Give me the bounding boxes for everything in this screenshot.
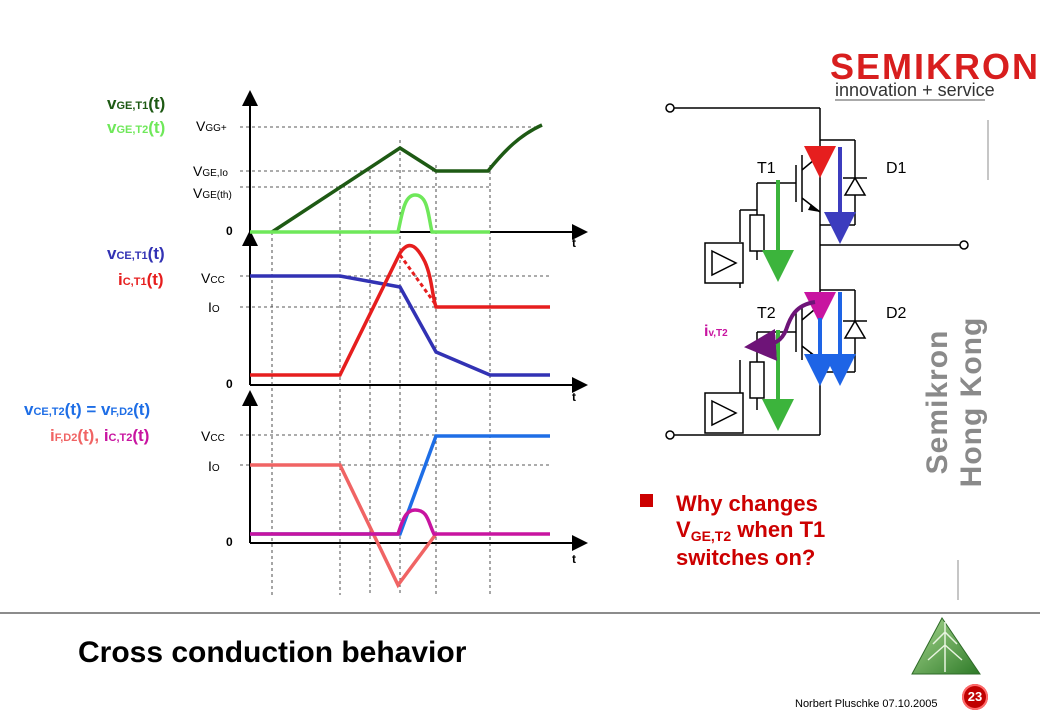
trace-if-d2 (250, 463, 438, 589)
label-t1: T1 (757, 160, 776, 177)
logo-tagline: innovation + service (835, 80, 995, 100)
trace-vce-t1 (250, 274, 550, 377)
guide-lines (240, 126, 550, 595)
trace-ic-t1-dotted (398, 254, 438, 306)
side-brand: Semikron Hong Kong (921, 316, 988, 488)
bullet-marker (640, 494, 653, 507)
gate-resistor-t2 (749, 361, 765, 399)
panel3-label-line2: iF,D2(t), iC,T2(t) (50, 426, 150, 445)
waveform-axes (242, 90, 588, 551)
panel2-axis-t: t (572, 390, 576, 404)
gate-driver-t1 (704, 242, 744, 284)
trace-vge-t1 (271, 123, 543, 234)
question-line-1: Why changes (676, 491, 818, 516)
trace-vge-t2 (250, 193, 490, 234)
bullet-question: Why changes VGE,T2 when T1 switches on? (676, 491, 825, 571)
panel2-label-vce-t1: vCE,T1(t) (107, 244, 165, 263)
panel2-zero: 0 (226, 377, 233, 391)
panel1-zero: 0 (226, 224, 233, 238)
trace-ic-t1 (250, 243, 550, 377)
logo-wordmark: SEMIKRON (830, 46, 1040, 87)
diode-d1 (843, 176, 867, 196)
gate-driver-t2 (704, 392, 744, 434)
arrow-purple-iv-t2 (744, 300, 816, 361)
panel2-level-io: IO (208, 299, 220, 315)
question-line-2: VGE,T2 when T1 (676, 517, 826, 544)
diode-d2 (843, 319, 867, 339)
panel3-level-io: IO (208, 458, 220, 474)
panel1-label-vge-t2: vGE,T2(t) (107, 118, 166, 137)
gate-resistor-t1 (749, 214, 765, 252)
emitter-arrow-t1 (808, 204, 820, 212)
panel1-axis-t: t (572, 236, 576, 250)
label-iv-t2: iv,T2 (704, 323, 728, 340)
panel3-axis-t: t (572, 552, 576, 566)
panel3-level-vcc: VCC (201, 428, 225, 444)
trace-ic-t2 (250, 508, 550, 536)
level-vge-th: VGE(th) (193, 185, 232, 201)
slide-title: Cross conduction behavior (78, 636, 467, 669)
label-d1: D1 (886, 160, 907, 177)
footer-author-date: Norbert Pluschke 07.10.2005 (795, 698, 938, 710)
panel3-label-line1: vCE,T2(t) = vF,D2(t) (24, 400, 151, 419)
panel3-zero: 0 (226, 535, 233, 549)
level-vgg-plus: VGG+ (196, 118, 227, 134)
label-d2: D2 (886, 305, 907, 322)
panel2-level-vcc: VCC (201, 270, 225, 286)
panel2-label-ic-t1: iC,T1(t) (118, 270, 164, 289)
leaf-logo (911, 617, 981, 675)
level-vge-io: VGE,Io (193, 163, 228, 179)
label-t2: T2 (757, 305, 776, 322)
panel1-label-vge-t1: vGE,T1(t) (107, 94, 166, 113)
question-line-3: switches on? (676, 545, 816, 570)
page-number-badge: 23 (962, 684, 988, 710)
